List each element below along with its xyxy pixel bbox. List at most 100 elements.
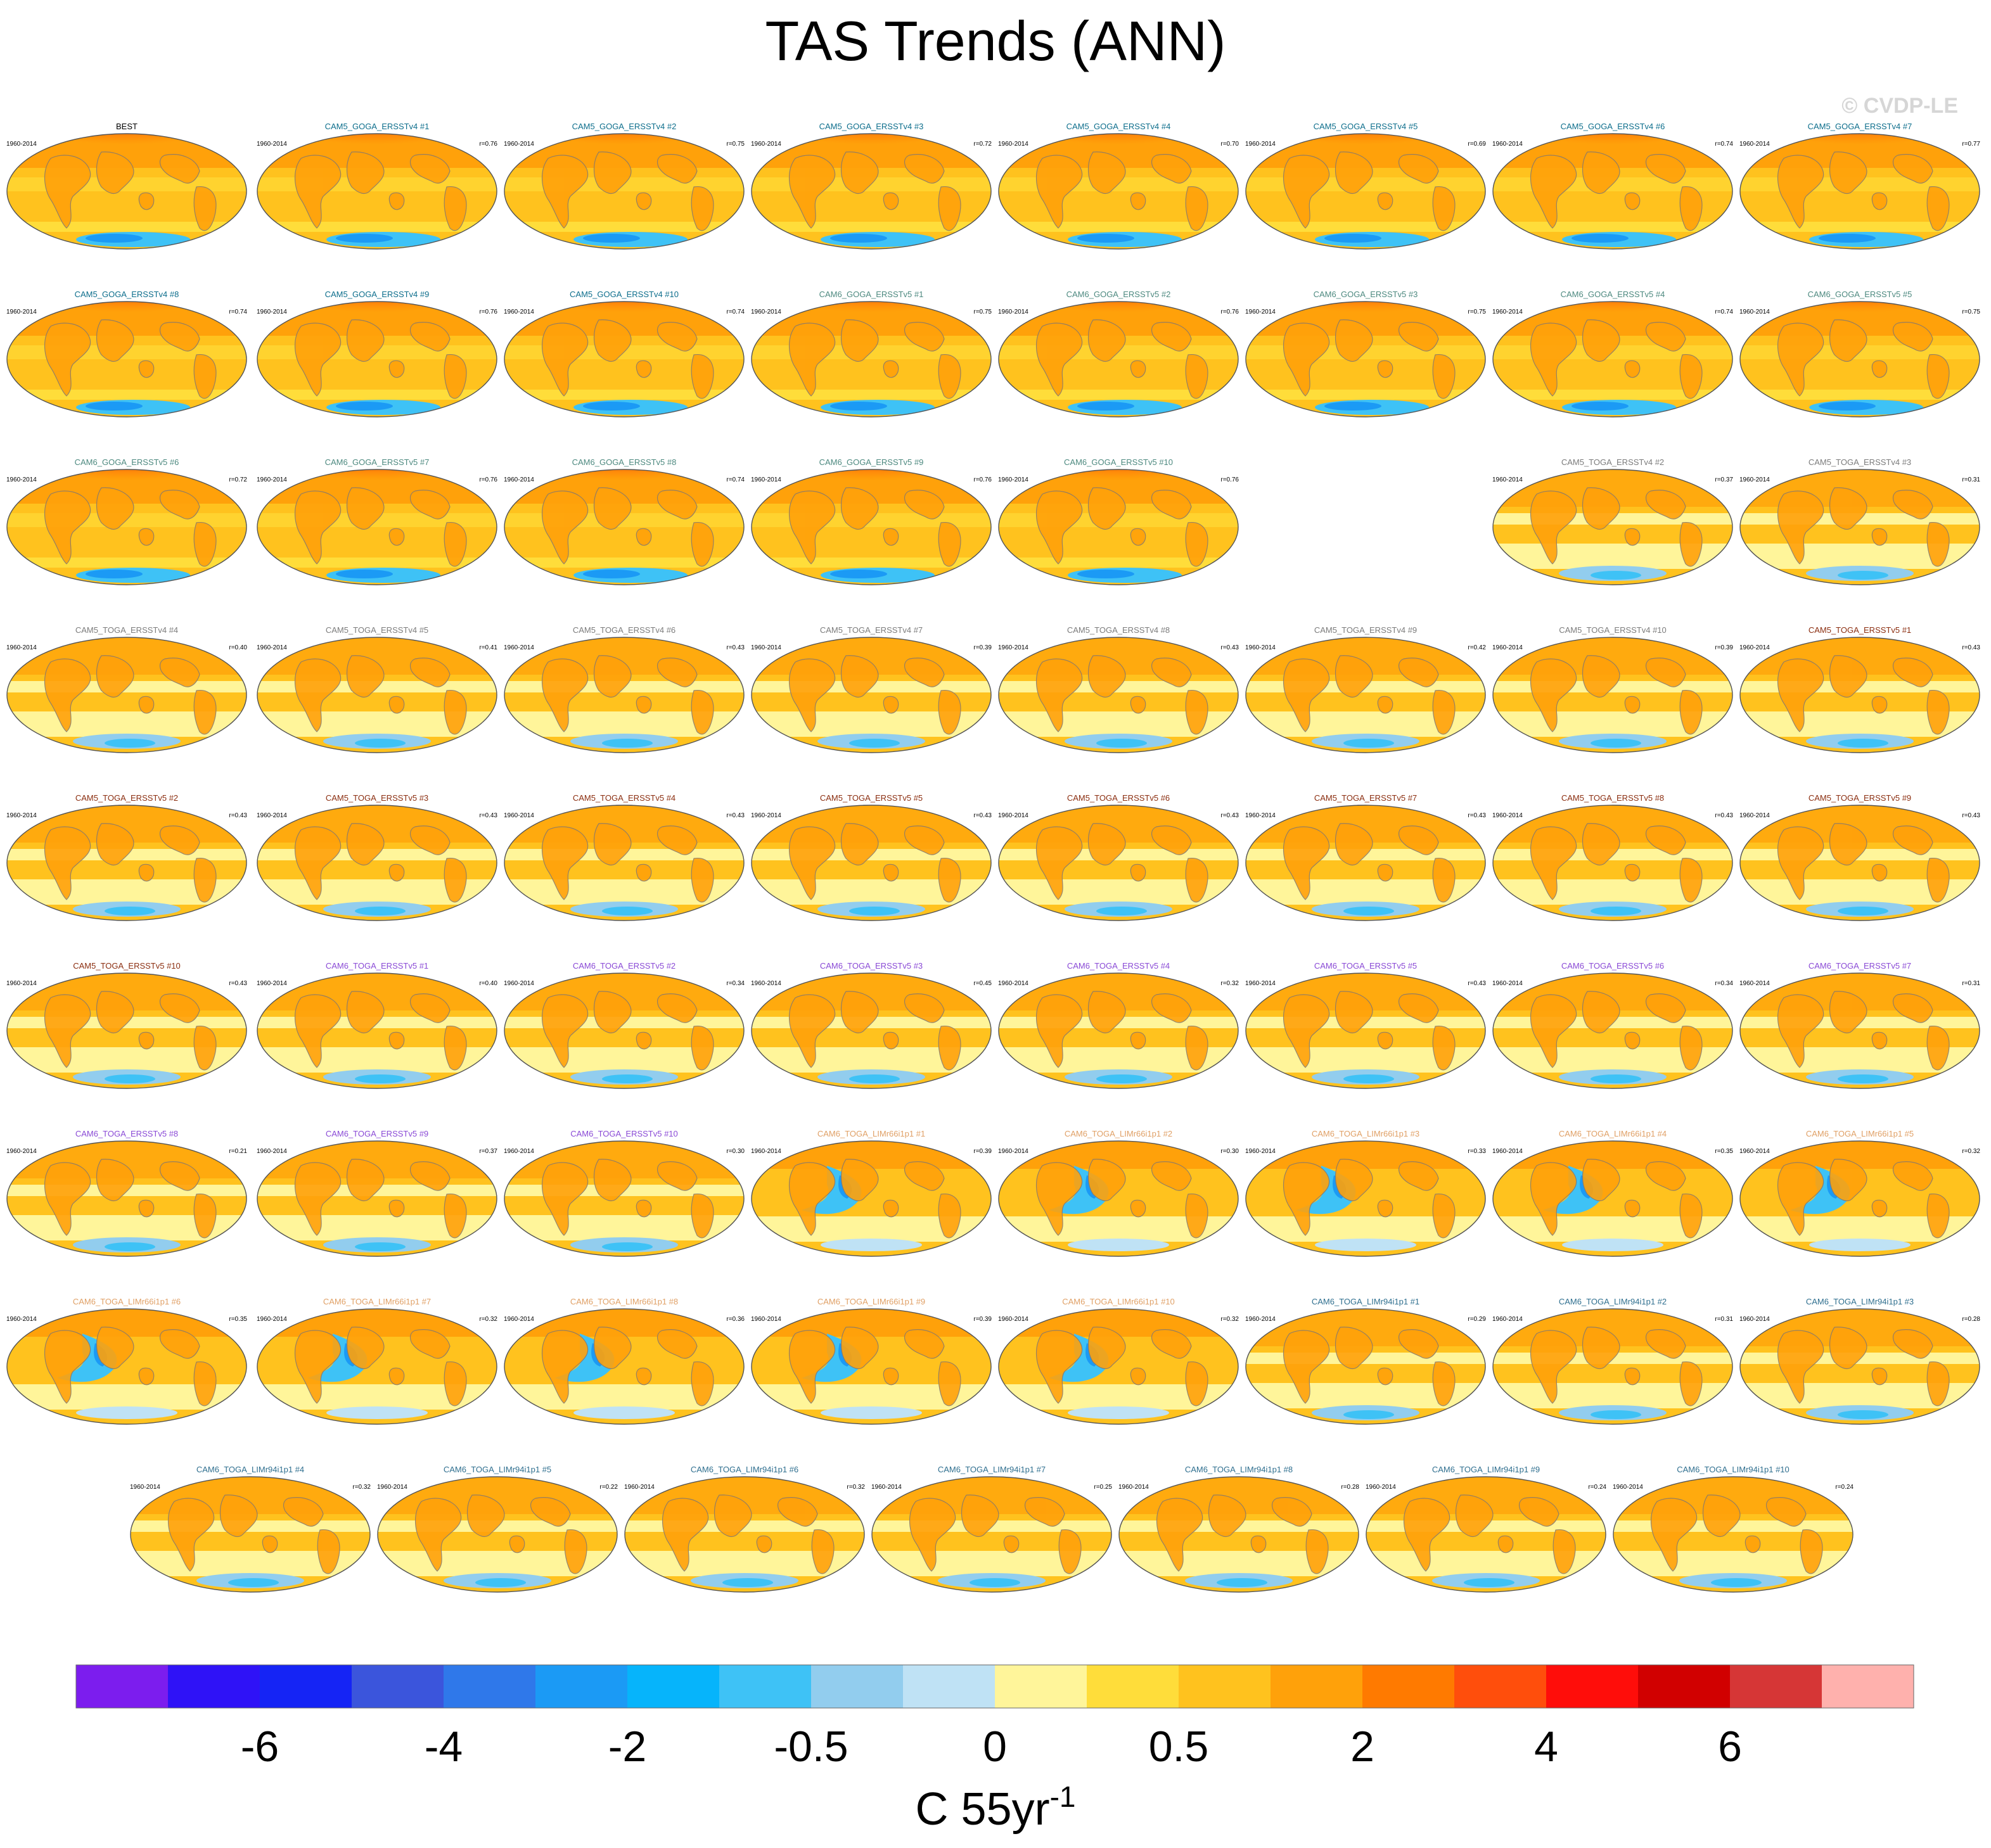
map-border bbox=[6, 301, 247, 417]
colorbar-tick-label: -0.5 bbox=[774, 1723, 848, 1771]
map-border bbox=[257, 133, 497, 250]
map-panel: CAM6_TOGA_LIMr94i1p1 #8 1960-2014 r=0.28 bbox=[1118, 1465, 1359, 1593]
map-field bbox=[504, 1141, 744, 1256]
panel-period: 1960-2014 bbox=[257, 812, 287, 819]
panel-title: CAM5_TOGA_ERSSTv5 #8 bbox=[1561, 793, 1664, 803]
panel-period: 1960-2014 bbox=[504, 812, 534, 819]
panel-correlation: r=0.32 bbox=[847, 1484, 865, 1491]
map-border bbox=[1739, 972, 1980, 1089]
map-panel: CAM5_TOGA_ERSSTv4 #8 1960-2014 r=0.43 bbox=[998, 625, 1239, 753]
panel-period: 1960-2014 bbox=[1245, 1316, 1276, 1323]
panel-correlation: r=0.74 bbox=[229, 309, 247, 315]
panel-period: 1960-2014 bbox=[998, 1148, 1028, 1155]
panel-title: CAM6_TOGA_ERSSTv5 #9 bbox=[326, 1129, 428, 1138]
map-field bbox=[752, 805, 991, 921]
map-panel: CAM5_TOGA_ERSSTv5 #7 1960-2014 r=0.43 bbox=[1245, 793, 1486, 921]
map-border bbox=[751, 1308, 992, 1425]
panel-period: 1960-2014 bbox=[504, 644, 534, 651]
panel-title: CAM6_GOGA_ERSSTv5 #1 bbox=[819, 290, 924, 299]
colorbar-tick-label: -6 bbox=[241, 1723, 279, 1771]
panel-title: CAM5_TOGA_ERSSTv5 #4 bbox=[573, 793, 675, 803]
map-panel: CAM5_GOGA_ERSSTv4 #2 1960-2014 r=0.75 bbox=[504, 122, 745, 250]
map-panel: CAM6_GOGA_ERSSTv5 #8 1960-2014 r=0.74 bbox=[504, 457, 745, 585]
colorbar-tick-label: 0.5 bbox=[1149, 1723, 1209, 1771]
map-border bbox=[1245, 637, 1486, 753]
colorbar-segment bbox=[1454, 1665, 1547, 1708]
map-field bbox=[1493, 973, 1732, 1088]
map-border bbox=[751, 301, 992, 417]
map-panel: CAM6_GOGA_ERSSTv5 #6 1960-2014 r=0.72 bbox=[6, 457, 247, 585]
map-panel: CAM6_TOGA_LIMr94i1p1 #6 1960-2014 r=0.32 bbox=[624, 1465, 865, 1593]
panel-correlation: r=0.31 bbox=[1962, 476, 1980, 483]
panel-correlation: r=0.43 bbox=[1962, 644, 1980, 651]
map-border bbox=[1492, 972, 1733, 1089]
panel-correlation: r=0.43 bbox=[1468, 980, 1486, 987]
panel-period: 1960-2014 bbox=[257, 1316, 287, 1323]
panel-correlation: r=0.43 bbox=[229, 980, 247, 987]
panel-correlation: r=0.32 bbox=[1220, 980, 1239, 987]
map-panel: CAM6_TOGA_ERSSTv5 #5 1960-2014 r=0.43 bbox=[1245, 961, 1486, 1089]
panel-title: CAM6_TOGA_ERSSTv5 #2 bbox=[573, 961, 675, 971]
colorbar: -6 -4 -2 -0.5 0 0.5 2 4 6 bbox=[75, 1664, 1914, 1771]
colorbar-segment bbox=[168, 1665, 260, 1708]
map-panel: CAM6_TOGA_ERSSTv5 #2 1960-2014 r=0.34 bbox=[504, 961, 745, 1089]
map-panel: CAM6_TOGA_LIMr94i1p1 #4 1960-2014 r=0.32 bbox=[130, 1465, 371, 1593]
map-panel: CAM5_TOGA_ERSSTv5 #2 1960-2014 r=0.43 bbox=[6, 793, 247, 921]
panel-period: 1960-2014 bbox=[751, 309, 781, 315]
panel-period: 1960-2014 bbox=[871, 1484, 902, 1491]
panel-period: 1960-2014 bbox=[1739, 980, 1770, 987]
map-panel: CAM6_TOGA_ERSSTv5 #6 1960-2014 r=0.34 bbox=[1492, 961, 1733, 1089]
panel-correlation: r=0.74 bbox=[1715, 141, 1733, 148]
panel-title: CAM6_TOGA_LIMr94i1p1 #6 bbox=[691, 1465, 798, 1474]
panel-title: CAM5_GOGA_ERSSTv4 #4 bbox=[1066, 122, 1171, 131]
panel-correlation: r=0.76 bbox=[479, 141, 497, 148]
map-panel: CAM6_TOGA_ERSSTv5 #9 1960-2014 r=0.37 bbox=[257, 1129, 497, 1257]
map-field bbox=[7, 637, 246, 753]
map-field bbox=[1493, 1309, 1732, 1424]
map-panel: CAM5_GOGA_ERSSTv4 #1 1960-2014 r=0.76 bbox=[257, 122, 497, 250]
map-border bbox=[998, 637, 1239, 753]
panel-period: 1960-2014 bbox=[1245, 980, 1276, 987]
map-panel: CAM5_GOGA_ERSSTv4 #4 1960-2014 r=0.70 bbox=[998, 122, 1239, 250]
map-field bbox=[7, 134, 246, 249]
colorbar-segment bbox=[1638, 1665, 1731, 1708]
map-border bbox=[504, 972, 745, 1089]
map-panel: CAM5_GOGA_ERSSTv4 #5 1960-2014 r=0.69 bbox=[1245, 122, 1486, 250]
panel-period: 1960-2014 bbox=[998, 141, 1028, 148]
panel-period: 1960-2014 bbox=[1739, 309, 1770, 315]
panel-correlation: r=0.43 bbox=[726, 644, 745, 651]
panel-correlation: r=0.75 bbox=[726, 141, 745, 148]
panel-period: 1960-2014 bbox=[1492, 1316, 1523, 1323]
map-panel: CAM5_TOGA_ERSSTv4 #10 1960-2014 r=0.39 bbox=[1492, 625, 1733, 753]
panel-title: CAM5_TOGA_ERSSTv5 #2 bbox=[75, 793, 178, 803]
map-border bbox=[257, 972, 497, 1089]
panel-period: 1960-2014 bbox=[1366, 1484, 1396, 1491]
map-panel: CAM6_TOGA_LIMr66i1p1 #3 1960-2014 r=0.33 bbox=[1245, 1129, 1486, 1257]
watermark: © CVDP-LE bbox=[1841, 94, 1958, 118]
panel-correlation: r=0.34 bbox=[726, 980, 745, 987]
panel-title: CAM6_TOGA_LIMr94i1p1 #10 bbox=[1677, 1465, 1789, 1474]
map-field bbox=[752, 1141, 991, 1256]
colorbar-segment bbox=[903, 1665, 996, 1708]
map-field bbox=[1740, 134, 1980, 249]
map-border bbox=[257, 301, 497, 417]
map-border bbox=[257, 637, 497, 753]
panel-period: 1960-2014 bbox=[751, 476, 781, 483]
map-border bbox=[1245, 972, 1486, 1089]
panel-correlation: r=0.42 bbox=[1468, 644, 1486, 651]
map-panel: CAM5_TOGA_ERSSTv5 #8 1960-2014 r=0.43 bbox=[1492, 793, 1733, 921]
map-border bbox=[1492, 1308, 1733, 1425]
map-field bbox=[999, 302, 1238, 417]
map-field bbox=[1740, 805, 1980, 921]
panel-title: CAM5_TOGA_ERSSTv5 #9 bbox=[1809, 793, 1911, 803]
map-panel: CAM5_TOGA_ERSSTv4 #3 1960-2014 r=0.31 bbox=[1739, 457, 1980, 585]
map-field bbox=[378, 1477, 617, 1592]
map-panel: CAM6_TOGA_LIMr66i1p1 #5 1960-2014 r=0.32 bbox=[1739, 1129, 1980, 1257]
panel-title: CAM6_TOGA_LIMr94i1p1 #5 bbox=[444, 1465, 551, 1474]
colorbar-segment bbox=[260, 1665, 352, 1708]
panel-title: CAM5_GOGA_ERSSTv4 #6 bbox=[1561, 122, 1665, 131]
panel-title: CAM5_GOGA_ERSSTv4 #8 bbox=[75, 290, 179, 299]
colorbar-tick-label: -2 bbox=[608, 1723, 646, 1771]
map-panel: CAM6_GOGA_ERSSTv5 #5 1960-2014 r=0.75 bbox=[1739, 290, 1980, 417]
